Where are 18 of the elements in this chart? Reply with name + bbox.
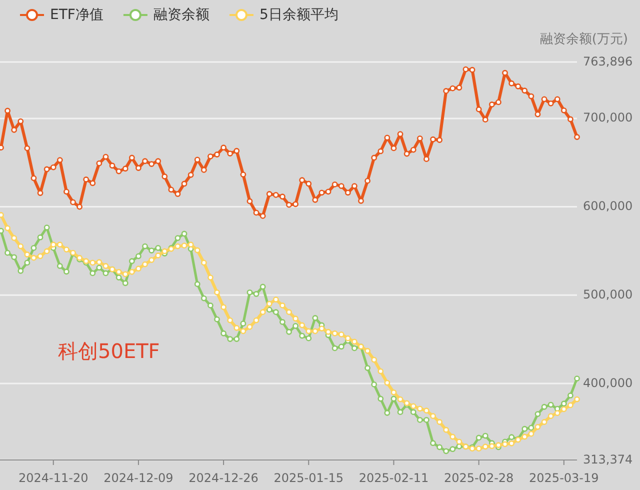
legend-label: ETF净值 — [50, 6, 104, 23]
y-axis-title: 融资余额(万元) — [540, 32, 628, 47]
y-tick-label: 313,374 — [583, 452, 633, 466]
x-tick-label: 2024-11-20 — [18, 471, 88, 485]
y-tick-label: 700,000 — [583, 110, 633, 125]
annotation: 科创50ETF — [58, 339, 160, 363]
y-tick-label: 600,000 — [583, 199, 633, 214]
x-tick-label: 2025-02-11 — [358, 471, 429, 485]
x-tick-label: 2025-03-19 — [529, 471, 599, 485]
x-tick-label: 2025-01-15 — [274, 471, 344, 485]
y-tick-label: 500,000 — [583, 287, 633, 302]
x-tick-label: 2024-12-09 — [104, 471, 174, 485]
legend-label: 融资余额 — [153, 6, 210, 23]
y-tick-label: 763,896 — [583, 54, 633, 68]
x-tick-label: 2024-12-26 — [188, 471, 258, 485]
legend-label: 5日余额平均 — [259, 6, 338, 23]
y-tick-label: 400,000 — [583, 376, 633, 390]
x-tick-label: 2025-02-28 — [444, 471, 514, 485]
